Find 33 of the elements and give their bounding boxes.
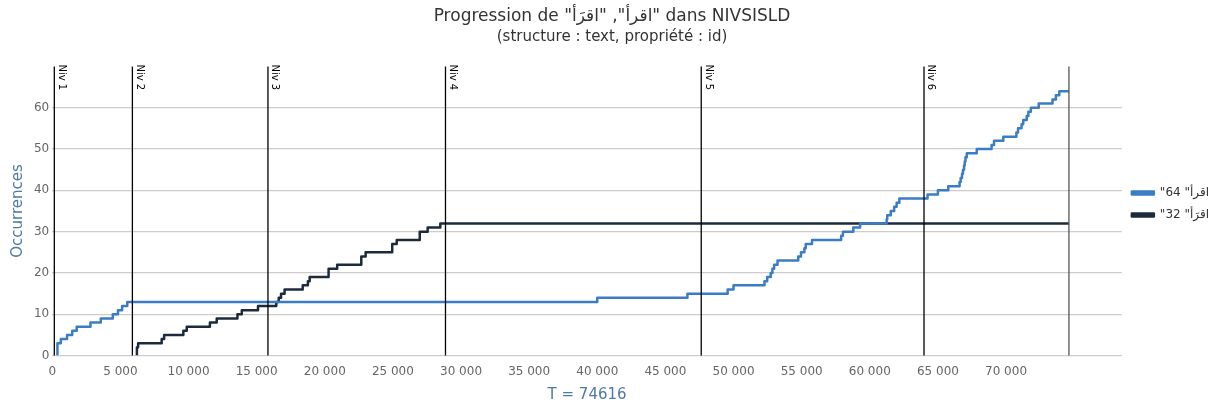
x-tick-label: 70 000 [985, 363, 1028, 378]
x-tick-label: 35 000 [508, 363, 551, 378]
chart-title: Progression de "اقرأ", "اقرَأ" dans NIVSISLD [433, 3, 791, 25]
ref-line-label: Niv 6 [926, 64, 938, 91]
x-axis-title: T = 74616 [546, 384, 627, 403]
ref-line-label: Niv 5 [703, 64, 715, 91]
x-tick-label: 65 000 [916, 363, 959, 378]
x-tick-label: 25 000 [371, 363, 414, 378]
y-tick-label: 20 [33, 265, 50, 280]
ref-line-label: Niv 2 [134, 64, 146, 91]
x-tick-label: 60 000 [848, 363, 891, 378]
chart-subtitle: (structure : text, propriété : id) [496, 27, 728, 46]
x-tick-label: 30 000 [440, 363, 483, 378]
y-tick-label: 0 [41, 347, 50, 362]
x-tick-label: 40 000 [576, 363, 619, 378]
x-tick-label: 15 000 [235, 363, 278, 378]
ref-line-label: Niv 3 [270, 64, 282, 91]
y-axis-title: Occurrences [7, 164, 26, 258]
y-tick-label: 30 [33, 223, 50, 238]
y-tick-label: 10 [33, 306, 50, 321]
legend-label: "اقرأ" 64 [1159, 184, 1210, 201]
y-tick-label: 40 [33, 182, 50, 197]
x-tick-label: 50 000 [712, 363, 755, 378]
x-tick-label: 20 000 [303, 363, 346, 378]
y-tick-label: 60 [33, 99, 50, 114]
ref-line-label: Niv 4 [447, 64, 459, 91]
y-tick-label: 50 [33, 141, 50, 156]
x-tick-label: 45 000 [644, 363, 687, 378]
x-tick-label: 10 000 [167, 363, 210, 378]
legend-label: "اقرَأ" 32 [1159, 206, 1210, 223]
x-tick-label: 5 000 [103, 363, 138, 378]
ref-line-label: Niv 1 [56, 64, 68, 91]
x-tick-label: 55 000 [780, 363, 823, 378]
